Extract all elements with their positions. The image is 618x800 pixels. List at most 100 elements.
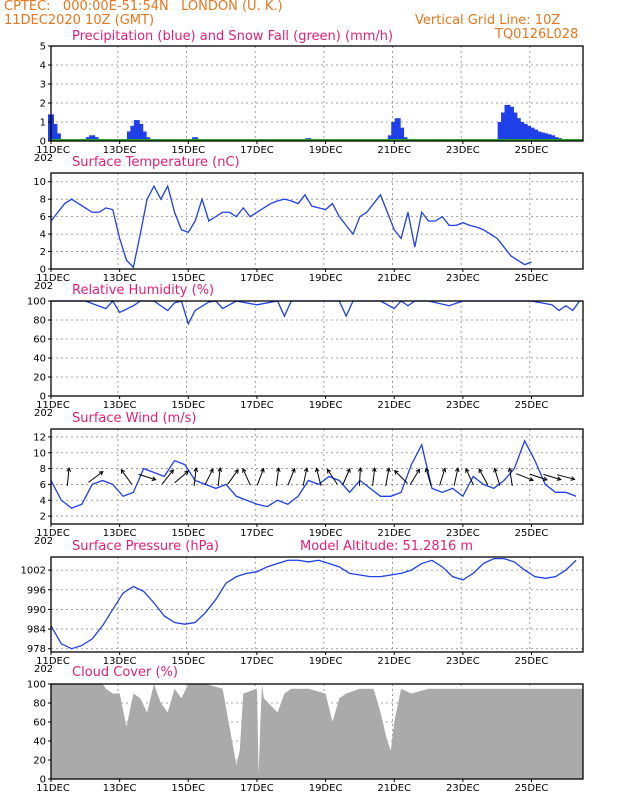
wind-vector — [439, 468, 446, 486]
pres-ytick-label: 978 — [27, 644, 46, 655]
wind-vector — [529, 473, 548, 481]
pres-series-line — [50, 557, 577, 650]
cloud-ytick-label: 60 — [33, 718, 46, 729]
cloud-xtick-label: 23DEC — [446, 783, 480, 794]
wind-vector — [217, 467, 221, 487]
rh-xtick-label: 15DEC — [171, 400, 205, 411]
wind-vector — [409, 469, 420, 485]
wind-vector — [543, 473, 561, 481]
precip-bar — [89, 135, 96, 141]
wind-panel: 2 4 6 8 10 12 11DEC 13DEC 15DEC 17DEC 19DEC 21DEC 23… — [33, 428, 584, 547]
precip-xtick-label: 25DEC — [515, 145, 549, 156]
model-run-code: TQ0126L028 — [495, 27, 579, 42]
precip-bar — [140, 131, 147, 141]
precip-bar — [54, 133, 61, 141]
precip-bar — [528, 127, 535, 141]
wind-vector-head — [542, 476, 548, 482]
grid-line-note: Vertical Grid Line: 10Z — [415, 13, 561, 28]
cloud-cover-area — [51, 684, 583, 779]
precip-panel: 0 1 2 3 4 5 11DEC 13DEC 15DEC 17DEC 19DEC 21DEC 23DE… — [34, 42, 584, 164]
cloud-ytick-label: 0 — [40, 775, 46, 786]
precip-frame — [50, 45, 584, 142]
wind-vector — [394, 470, 408, 484]
rh-ytick-label: 80 — [33, 316, 46, 327]
pres-xtick-label: 15DEC — [171, 656, 205, 667]
wind-vector-head — [415, 468, 420, 474]
precip-ytick-label: 5 — [40, 42, 46, 53]
wind-vector-head — [314, 467, 320, 473]
wind-xtick-label: 11DEC — [36, 528, 70, 539]
wind-vector-head — [346, 467, 351, 473]
precip-bar — [501, 112, 508, 141]
temp-xtick-label: 21DEC — [377, 273, 411, 284]
rh-ytick-label: 20 — [33, 373, 46, 384]
wind-vector — [120, 469, 133, 485]
precip-bar — [137, 123, 144, 141]
wind-vector-head — [424, 467, 430, 473]
precip-bar — [545, 134, 552, 141]
wind-vector-head — [493, 467, 498, 473]
pres-xtick-label: 17DEC — [240, 656, 274, 667]
precip-bar — [511, 112, 518, 141]
precip-bar — [126, 131, 133, 141]
precip-bar — [542, 133, 549, 141]
precip-xtick-label: 15DEC — [171, 145, 205, 156]
rh-xtick-label: 17DEC — [240, 400, 274, 411]
pres-frame — [50, 556, 584, 653]
precip-title: Precipitation (blue) and Snow Fall (gree… — [72, 29, 394, 44]
temp-ytick-label: 0 — [40, 265, 46, 276]
wind-vector-head — [441, 467, 447, 473]
wind-vector — [227, 469, 239, 485]
precip-xtick-label: 17DEC — [240, 145, 274, 156]
wind-ytick-label: 8 — [40, 464, 46, 475]
wind-vector — [161, 469, 174, 485]
precip-year-fragment: 202 — [34, 153, 53, 164]
temp-xtick-label: 17DEC — [240, 273, 274, 284]
wind-vector-head — [242, 467, 247, 473]
model-altitude: Model Altitude: 51.2816 m — [300, 539, 474, 554]
wind-vector — [193, 467, 197, 487]
wind-vector — [88, 471, 104, 483]
wind-vector — [342, 468, 351, 486]
rh-frame — [50, 300, 584, 397]
wind-xtick-label: 23DEC — [446, 528, 480, 539]
wind-vector-head — [98, 470, 104, 476]
wind-vector-head — [184, 470, 190, 476]
precip-bar — [518, 122, 525, 141]
cloud-ytick-label: 20 — [33, 756, 46, 767]
precip-xtick-label: 11DEC — [36, 145, 70, 156]
rh-ytick-label: 0 — [40, 392, 46, 403]
cloud-xtick-label: 19DEC — [309, 783, 343, 794]
wind-vector — [494, 468, 501, 486]
precip-bar — [130, 125, 137, 141]
cloud-xtick-label: 25DEC — [515, 783, 549, 794]
wind-vector-head — [454, 467, 460, 473]
precip-bar — [133, 120, 140, 141]
rh-title: Relative Humidity (%) — [72, 283, 215, 298]
wind-vector — [256, 468, 265, 486]
precip-xtick-label: 19DEC — [309, 145, 343, 156]
wind-xtick-label: 13DEC — [103, 528, 137, 539]
wind-vector-head — [303, 467, 309, 473]
precip-xtick-label: 13DEC — [103, 145, 137, 156]
cloud-panel: 0 20 40 60 80 100 11DEC 13DEC 15DEC 17DEC 19DEC 21D… — [27, 680, 584, 794]
cloud-xtick-label: 21DEC — [377, 783, 411, 794]
temp-xtick-label: 19DEC — [309, 273, 343, 284]
wind-vector — [372, 468, 376, 486]
temp-series-line — [50, 184, 532, 269]
temp-xtick-label: 13DEC — [103, 273, 137, 284]
wind-vector — [315, 468, 322, 486]
wind-vector-head — [393, 469, 399, 475]
precip-bar — [504, 104, 511, 141]
temp-ytick-label: 6 — [40, 212, 46, 223]
rh-ytick-label: 100 — [27, 297, 46, 308]
rh-xtick-label: 21DEC — [377, 400, 411, 411]
rh-series-line — [51, 299, 581, 326]
pres-xtick-label: 25DEC — [515, 656, 549, 667]
pres-ytick-label: 990 — [27, 605, 46, 616]
temp-frame — [50, 172, 584, 270]
cloud-ytick-label: 80 — [33, 699, 46, 710]
wind-ytick-label: 2 — [40, 512, 46, 523]
precip-bar — [531, 129, 538, 141]
